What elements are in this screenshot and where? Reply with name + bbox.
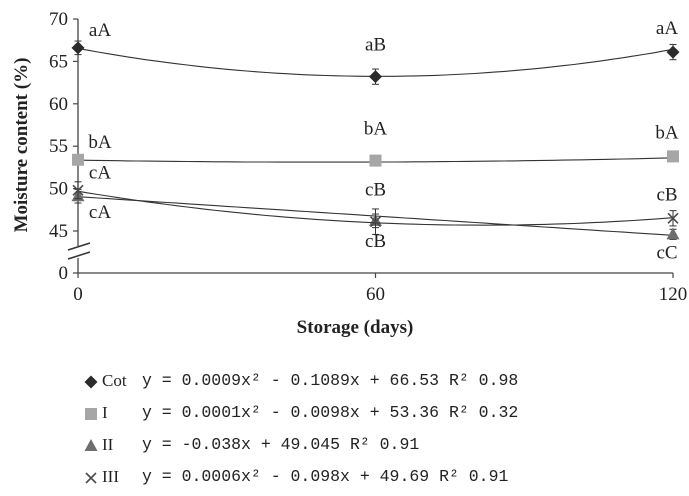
- axes: [67, 18, 674, 278]
- x-tick-label: 120: [659, 284, 688, 305]
- legend-entry-iii: III y = 0.0006x² - 0.098x + 49.69 R² 0.91: [84, 464, 644, 496]
- fit-equation: y = -0.038x + 49.045: [142, 435, 341, 454]
- series-cot: aA aB aA: [71, 18, 680, 85]
- data-point-marker: [72, 184, 84, 196]
- data-point-marker: [84, 375, 98, 389]
- legend-marker: [84, 439, 98, 451]
- data-point-marker: [85, 472, 97, 484]
- y-tick-label: 70: [49, 9, 68, 30]
- significance-label: bA: [655, 122, 679, 143]
- significance-label: bA: [364, 119, 388, 140]
- data-point-marker: [369, 70, 382, 84]
- data-point-marker: [666, 227, 680, 240]
- marker-stroke: [85, 472, 97, 484]
- legend-series-name: III: [102, 467, 119, 486]
- significance-label: bA: [88, 132, 112, 153]
- y-tick-label: 65: [49, 51, 68, 72]
- tick-labels: 0 45 50 55 60 65 70 0 60 120: [49, 9, 687, 305]
- marker-stroke: [369, 216, 382, 228]
- r-squared: R² 0.32: [448, 403, 519, 422]
- data-point-marker: [369, 154, 382, 167]
- significance-label: cB: [365, 231, 386, 252]
- data-point-marker: [667, 150, 679, 163]
- y-tick-label: 60: [49, 94, 68, 115]
- legend-marker: [85, 472, 97, 484]
- data-point-marker: [666, 45, 680, 59]
- significance-label: cA: [89, 162, 111, 183]
- significance-label: cC: [656, 242, 677, 263]
- fit-equation: y = 0.0009x² - 0.1089x + 66.53: [142, 371, 440, 390]
- data-point-marker: [84, 439, 98, 451]
- axis-break-mark: [67, 251, 91, 260]
- x-tick-label: 0: [73, 284, 83, 305]
- legend: Cot y = 0.0009x² - 0.1089x + 66.53 R² 0.9…: [84, 368, 644, 496]
- r-squared: R² 0.98: [448, 371, 519, 390]
- legend-equation: y = 0.0009x² - 0.1089x + 66.53 R² 0.98: [142, 368, 518, 394]
- moisture-chart: 0 45 50 55 60 65 70 0 60 120 Storage (days) Moist…: [11, 9, 687, 338]
- legend-entry-cot: Cot y = 0.0009x² - 0.1089x + 66.53 R² 0.9…: [84, 368, 644, 400]
- marker-stroke: [667, 212, 679, 224]
- legend-series-name: II: [102, 435, 114, 454]
- legend-equation: y = 0.0001x² - 0.0098x + 53.36 R² 0.32: [142, 400, 518, 426]
- x-axis-title: Storage (days): [297, 317, 414, 338]
- y-tick-label: 55: [49, 136, 68, 157]
- r-squared: R² 0.91: [349, 435, 420, 454]
- y-axis-title: Moisture content (%): [11, 58, 32, 233]
- series-iii: cA cB cB: [72, 162, 679, 235]
- data-point-marker: [667, 212, 679, 224]
- data-point-marker: [71, 41, 85, 55]
- data-point-marker: [85, 408, 97, 420]
- legend-equation: y = -0.038x + 49.045 R² 0.91: [142, 432, 419, 458]
- significance-label: cB: [365, 180, 386, 201]
- data-point-marker: [72, 153, 84, 166]
- y-tick-label: 0: [59, 263, 69, 284]
- series-i: bA bA bA: [72, 119, 679, 167]
- significance-label: cB: [656, 184, 677, 205]
- legend-series-name: I: [102, 403, 108, 422]
- axis-break-mark: [67, 242, 91, 251]
- significance-label: cA: [89, 202, 111, 223]
- significance-label: aA: [656, 18, 678, 39]
- y-tick-label: 50: [49, 179, 68, 200]
- legend-entry-ii: II y = -0.038x + 49.045 R² 0.91: [84, 432, 644, 464]
- marker-stroke: [72, 184, 84, 196]
- fit-equation: y = 0.0006x² - 0.098x + 49.69: [142, 467, 430, 486]
- legend-series-name: Cot: [102, 371, 127, 390]
- plot-area: aA aB aA bA bA bA cA cB cC cA cB cB: [71, 18, 680, 263]
- data-point-marker: [369, 216, 382, 228]
- legend-marker: [85, 408, 97, 420]
- x-tick-label: 60: [366, 284, 385, 305]
- legend-equation: y = 0.0006x² - 0.098x + 49.69 R² 0.91: [142, 464, 508, 490]
- significance-label: aB: [365, 35, 386, 56]
- y-tick-label: 45: [49, 221, 68, 242]
- significance-label: aA: [89, 20, 111, 41]
- legend-marker: [84, 375, 98, 389]
- r-squared: R² 0.91: [439, 467, 509, 486]
- fit-equation: y = 0.0001x² - 0.0098x + 53.36: [142, 403, 440, 422]
